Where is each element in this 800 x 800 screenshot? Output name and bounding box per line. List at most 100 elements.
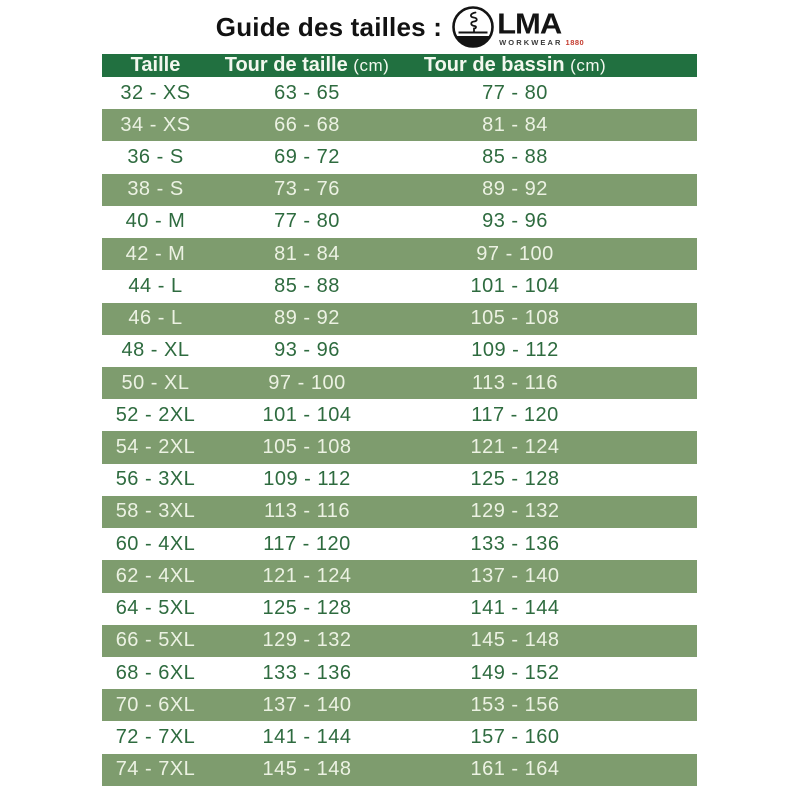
cell-taille: 32 - XS — [120, 81, 191, 104]
tree-circle-icon — [452, 6, 494, 48]
page-header: Guide des tailles : LMA WORKWEAR 1880 — [0, 0, 800, 54]
table-row: 44 - L 85 - 88 101 - 104 — [102, 270, 697, 302]
cell-tour-de-bassin: 121 - 124 — [405, 431, 697, 464]
cell-tour-de-taille: 69 - 72 — [274, 146, 340, 169]
logo-year-label: 1880 — [565, 38, 585, 48]
logo-brand: LMA — [497, 7, 562, 41]
cell-tour-de-bassin: 153 - 156 — [405, 689, 697, 722]
cell-tour-de-bassin: 85 - 88 — [482, 146, 548, 169]
cell-tour-de-bassin: 101 - 104 — [470, 274, 560, 297]
cell-tour-de-taille: 105 - 108 — [209, 431, 405, 464]
logo-wordmark: LMA WORKWEAR 1880 — [497, 7, 584, 47]
cell-taille: 48 - XL — [121, 339, 190, 362]
col-header-tour-de-bassin: Tour de bassin (cm) — [405, 54, 697, 77]
table-row: 72 - 7XL 141 - 144 157 - 160 — [102, 721, 697, 753]
cell-tour-de-taille: 81 - 84 — [209, 238, 405, 271]
table-row: 34 - XS 66 - 68 81 - 84 — [102, 109, 697, 142]
cell-tour-de-bassin: 129 - 132 — [405, 495, 697, 529]
cell-tour-de-taille: 93 - 96 — [274, 339, 340, 362]
cell-taille: 44 - L — [128, 274, 183, 297]
cell-tour-de-taille: 113 - 116 — [209, 495, 405, 529]
page-title: Guide des tailles : — [215, 11, 443, 42]
table-row: 38 - S 73 - 76 89 - 92 — [102, 173, 697, 206]
cell-tour-de-bassin: 149 - 152 — [470, 661, 560, 684]
cell-tour-de-taille: 66 - 68 — [209, 109, 405, 142]
cell-tour-de-taille: 121 - 124 — [209, 560, 405, 593]
col-header-tour-de-bassin-label: Tour de bassin — [423, 54, 565, 76]
table-row: 52 - 2XL 101 - 104 117 - 120 — [102, 399, 697, 431]
cell-taille: 54 - 2XL — [102, 431, 209, 464]
cell-taille: 40 - M — [125, 210, 186, 233]
cell-tour-de-taille: 73 - 76 — [209, 173, 405, 206]
cell-taille: 46 - L — [102, 302, 209, 335]
cell-tour-de-bassin: 141 - 144 — [470, 597, 560, 620]
col-header-taille: Taille — [102, 54, 209, 77]
cell-tour-de-bassin: 77 - 80 — [482, 81, 548, 104]
cell-tour-de-bassin: 117 - 120 — [471, 403, 559, 426]
table-row: 36 - S 69 - 72 85 - 88 — [102, 141, 697, 173]
cell-tour-de-taille: 89 - 92 — [209, 302, 405, 335]
cell-taille: 62 - 4XL — [102, 560, 209, 593]
cell-tour-de-taille: 125 - 128 — [262, 597, 352, 620]
cell-taille: 70 - 6XL — [102, 689, 209, 722]
table-row: 56 - 3XL 109 - 112 125 - 128 — [102, 464, 697, 496]
cell-taille: 58 - 3XL — [102, 495, 209, 529]
cell-taille: 64 - 5XL — [115, 597, 196, 620]
cell-tour-de-taille: 145 - 148 — [209, 753, 405, 786]
cell-tour-de-taille: 97 - 100 — [209, 366, 405, 400]
table-row: 62 - 4XL 121 - 124 137 - 140 — [102, 560, 697, 593]
cell-tour-de-bassin: 109 - 112 — [471, 339, 559, 362]
cell-tour-de-bassin: 125 - 128 — [470, 468, 560, 491]
cell-taille: 56 - 3XL — [115, 468, 196, 491]
cell-taille: 34 - XS — [102, 109, 209, 142]
cell-taille: 68 - 6XL — [115, 661, 196, 684]
cell-tour-de-taille: 117 - 120 — [263, 532, 351, 555]
cell-tour-de-bassin: 157 - 160 — [470, 725, 560, 748]
cell-taille: 36 - S — [127, 146, 184, 169]
cell-tour-de-bassin: 105 - 108 — [405, 302, 697, 335]
size-table-body: 32 - XS 63 - 65 77 - 80 34 - XS 66 - 68 81 - … — [102, 77, 697, 786]
cell-tour-de-taille: 137 - 140 — [209, 689, 405, 722]
lma-logo: LMA WORKWEAR 1880 — [451, 5, 584, 49]
cell-tour-de-taille: 77 - 80 — [274, 210, 340, 233]
cell-tour-de-bassin: 133 - 136 — [470, 532, 560, 555]
cell-tour-de-taille: 141 - 144 — [262, 725, 352, 748]
cell-tour-de-bassin: 145 - 148 — [405, 624, 697, 657]
cell-taille: 38 - S — [102, 173, 209, 206]
cell-tour-de-taille: 109 - 112 — [263, 468, 351, 491]
cell-tour-de-taille: 133 - 136 — [262, 661, 352, 684]
cell-tour-de-taille: 129 - 132 — [209, 624, 405, 657]
cell-taille: 72 - 7XL — [115, 725, 196, 748]
table-row: 42 - M 81 - 84 97 - 100 — [102, 238, 697, 271]
logo-workwear-label: WORKWEAR — [499, 38, 563, 48]
cell-taille: 60 - 4XL — [115, 532, 196, 555]
cell-tour-de-bassin: 93 - 96 — [482, 210, 548, 233]
table-row: 48 - XL 93 - 96 109 - 112 — [102, 335, 697, 367]
size-table: Taille Tour de taille (cm) Tour de bassi… — [102, 54, 697, 786]
table-row: 32 - XS 63 - 65 77 - 80 — [102, 77, 697, 109]
cell-tour-de-bassin: 137 - 140 — [405, 560, 697, 593]
col-header-tour-de-taille: Tour de taille (cm) — [209, 54, 405, 77]
col-header-tour-de-taille-label: Tour de taille — [224, 54, 348, 76]
table-row: 54 - 2XL 105 - 108 121 - 124 — [102, 431, 697, 464]
table-row: 40 - M 77 - 80 93 - 96 — [102, 206, 697, 238]
cell-tour-de-bassin: 81 - 84 — [405, 109, 697, 142]
cell-tour-de-bassin: 113 - 116 — [405, 366, 697, 400]
cell-tour-de-taille: 85 - 88 — [274, 274, 340, 297]
cell-tour-de-bassin: 161 - 164 — [405, 753, 697, 786]
table-row: 58 - 3XL 113 - 116 129 - 132 — [102, 495, 697, 529]
table-row: 68 - 6XL 133 - 136 149 - 152 — [102, 657, 697, 689]
col-header-tour-de-bassin-unit: (cm) — [570, 56, 607, 75]
table-row: 70 - 6XL 137 - 140 153 - 156 — [102, 689, 697, 722]
table-row: 46 - L 89 - 92 105 - 108 — [102, 302, 697, 335]
cell-tour-de-taille: 101 - 104 — [262, 403, 352, 426]
table-row: 50 - XL 97 - 100 113 - 116 — [102, 366, 697, 400]
cell-taille: 50 - XL — [102, 366, 209, 400]
cell-taille: 52 - 2XL — [115, 403, 196, 426]
logo-subline: WORKWEAR 1880 — [499, 39, 584, 47]
table-row: 66 - 5XL 129 - 132 145 - 148 — [102, 624, 697, 657]
table-row: 64 - 5XL 125 - 128 141 - 144 — [102, 593, 697, 625]
cell-taille: 66 - 5XL — [102, 624, 209, 657]
cell-tour-de-taille: 63 - 65 — [274, 81, 340, 104]
